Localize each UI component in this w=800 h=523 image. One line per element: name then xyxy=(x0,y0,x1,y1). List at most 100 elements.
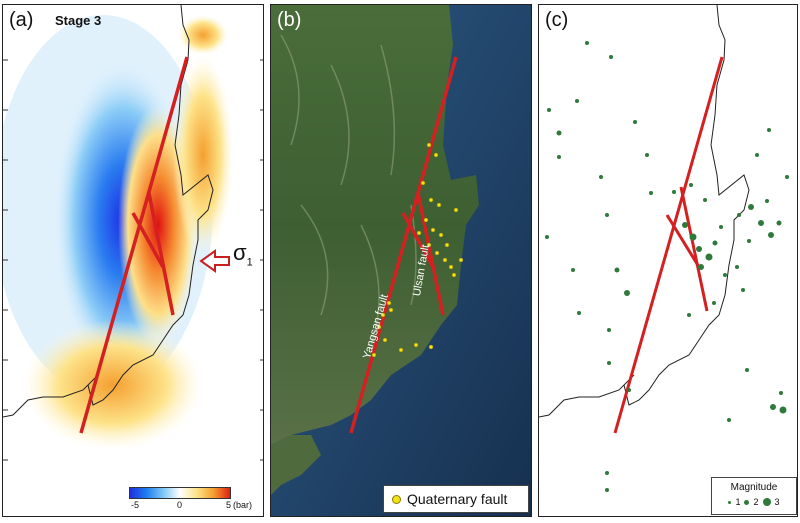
coastline xyxy=(3,5,214,418)
stress-field-orange-north xyxy=(173,55,233,255)
panel-stress-map: (a) Stage 3 σ1 -5 0 5 (bar) xyxy=(2,4,264,517)
epicenter xyxy=(556,130,562,136)
southwest-land xyxy=(271,435,321,495)
quaternary-point xyxy=(444,242,450,248)
epicenter xyxy=(779,391,783,395)
magnitude-dot-2 xyxy=(744,499,750,505)
quaternary-point xyxy=(416,230,422,236)
quaternary-legend: Quaternary fault xyxy=(383,485,529,513)
epicenter xyxy=(689,233,697,241)
epicenter xyxy=(755,153,759,157)
epicenter xyxy=(741,288,745,292)
quaternary-point xyxy=(453,207,459,213)
epicenter xyxy=(575,99,579,103)
quaternary-point xyxy=(388,307,394,313)
colorbar-max: 5 xyxy=(226,500,232,510)
epicenter xyxy=(689,183,693,187)
epicenter xyxy=(624,290,630,296)
epicenter xyxy=(557,155,561,159)
epicenter xyxy=(723,273,727,277)
epicenter xyxy=(607,328,611,332)
ulsan-fault-line xyxy=(679,186,709,312)
quaternary-point xyxy=(436,202,442,208)
stress-map xyxy=(3,5,263,461)
epicenter xyxy=(609,55,613,59)
colorbar-unit: (bar) xyxy=(233,500,253,510)
quaternary-legend-label: Quaternary fault xyxy=(407,491,508,507)
magnitude-label-2: 2 xyxy=(753,497,759,507)
epicenter xyxy=(672,190,676,194)
yangsan-fault-line xyxy=(79,56,189,434)
ulsan-fault-line xyxy=(416,192,445,316)
quaternary-point xyxy=(433,152,439,158)
sigma-symbol: σ xyxy=(233,240,247,265)
sigma-subscript: 1 xyxy=(246,256,253,269)
stress-field-orange-south xyxy=(23,320,203,450)
seismicity-map xyxy=(539,5,789,492)
epicenter xyxy=(767,128,771,132)
epicenter xyxy=(571,268,575,272)
colorbar-mid: 0 xyxy=(177,500,183,510)
quaternary-point xyxy=(448,264,454,270)
epicenter xyxy=(645,153,649,157)
epicenter xyxy=(605,488,609,492)
colorbar-min: -5 xyxy=(131,500,140,510)
quaternary-point xyxy=(398,347,404,353)
quaternary-point xyxy=(442,257,448,263)
epicenter xyxy=(719,225,723,229)
magnitude-legend: Magnitude 1 2 3 xyxy=(711,477,797,515)
epicenter xyxy=(585,41,589,45)
epicenter xyxy=(547,108,551,112)
epicenter xyxy=(776,220,782,226)
stress-field-orange-top xyxy=(178,15,228,55)
magnitude-label-1: 1 xyxy=(735,497,741,507)
epicenter xyxy=(649,191,653,195)
epicenter xyxy=(712,240,718,246)
compression-arrow xyxy=(199,249,230,273)
panel-b-label: (b) xyxy=(277,9,302,31)
epicenter xyxy=(682,222,688,228)
quaternary-point xyxy=(376,324,382,330)
epicenter xyxy=(627,388,631,392)
panel-a-label: (a) xyxy=(9,9,34,31)
quaternary-point xyxy=(382,337,388,343)
epicenter xyxy=(698,264,704,270)
quaternary-point xyxy=(458,257,464,263)
ulsan-fault-line xyxy=(147,192,175,316)
quaternary-point xyxy=(434,250,440,256)
quaternary-point xyxy=(451,272,457,278)
epicenter xyxy=(779,406,787,414)
epicenter xyxy=(687,313,691,317)
epicenter xyxy=(748,204,754,210)
earthquake-epicenters xyxy=(545,41,789,492)
quaternary-point xyxy=(438,232,444,238)
epicenter xyxy=(712,301,716,305)
quaternary-point xyxy=(426,142,432,148)
epicenter xyxy=(768,232,774,238)
epicenter xyxy=(633,120,637,124)
epicenter xyxy=(577,311,581,315)
quaternary-point xyxy=(420,180,426,186)
quaternary-point xyxy=(413,342,419,348)
magnitude-dot-1 xyxy=(728,500,732,504)
sigma-label: σ1 xyxy=(233,240,253,268)
cross-fault-line xyxy=(131,212,165,268)
magnitude-label-3: 3 xyxy=(774,497,780,507)
panel-satellite-map: (b) Yangsan fault Ulsan fault Quaternary… xyxy=(270,4,532,517)
epicenter xyxy=(703,198,707,202)
epicenter xyxy=(737,213,741,217)
epicenter xyxy=(696,246,702,252)
colorbar: -5 0 5 (bar) xyxy=(129,487,263,511)
epicenter xyxy=(605,213,609,217)
quaternary-point xyxy=(426,242,432,248)
stage-label: Stage 3 xyxy=(55,13,102,28)
quaternary-point xyxy=(430,227,436,233)
quaternary-point xyxy=(428,344,434,350)
panel-seismicity-map: (c) Magnitude 1 2 3 xyxy=(538,4,798,517)
epicenter xyxy=(599,175,603,179)
magnitude-legend-title: Magnitude xyxy=(730,482,778,493)
epicenter xyxy=(605,471,609,475)
epicenter xyxy=(785,175,789,179)
epicenter xyxy=(545,235,549,239)
epicenter xyxy=(614,267,620,273)
